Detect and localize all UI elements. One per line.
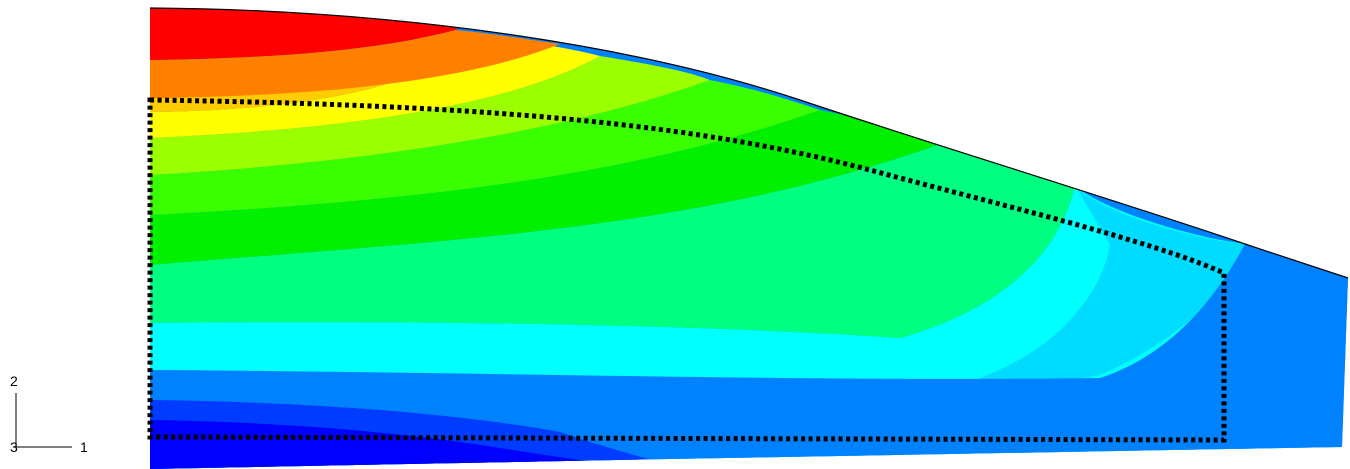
contour-band-bright-green [150,80,820,215]
contour-band-orange [150,30,560,98]
coordinate-triad: 2 1 3 [10,373,88,455]
deformed-body-contour [150,8,1348,469]
triad-label-1: 1 [80,439,88,455]
triad-label-2: 2 [10,373,18,389]
contour-band-blue-mid [150,244,1348,469]
contour-band-yellow-green [150,56,710,175]
contour-band-blue [150,420,640,469]
deformed-body-edge [149,7,1349,279]
contour-band-green [150,110,940,265]
contour-band-light-cyan [950,185,1248,388]
undeformed-outline [147,97,1227,443]
triad-label-3: 3 [10,439,18,455]
contour-band-mint-green [150,144,1075,338]
